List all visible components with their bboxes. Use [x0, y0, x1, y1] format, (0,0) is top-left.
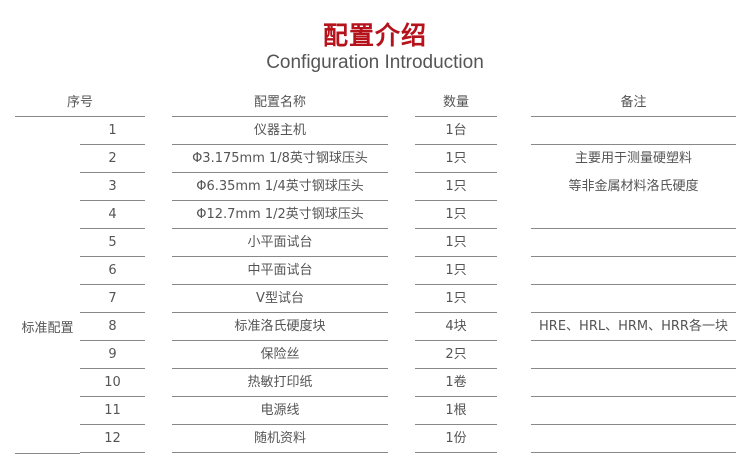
- row-name: 电源线: [172, 397, 388, 425]
- row-name: 仪器主机: [172, 117, 388, 145]
- merged-remark: 主要用于测量硬塑料 等非金属材料洛氏硬度: [531, 145, 736, 229]
- row-number: 1: [80, 117, 145, 145]
- row-name: 标准洛氏硬度块: [172, 313, 388, 341]
- row-remark: [531, 257, 736, 285]
- row-name: Φ6.35mm 1/4英寸钢球压头: [172, 173, 388, 201]
- header-qty: 数量: [415, 89, 497, 117]
- row-number: 10: [80, 369, 145, 397]
- row-number: 2: [80, 145, 145, 173]
- row-number: 8: [80, 313, 145, 341]
- row-number: 3: [80, 173, 145, 201]
- row-remark: [531, 229, 736, 257]
- row-qty: 1只: [415, 201, 497, 229]
- row-qty: 1只: [415, 229, 497, 257]
- row-number: 9: [80, 341, 145, 369]
- row-qty: 4块: [415, 313, 497, 341]
- page-title: 配置介绍: [322, 21, 427, 50]
- row-name: 热敏打印纸: [172, 369, 388, 397]
- row-name: 小平面试台: [172, 229, 388, 257]
- header-no: 序号: [15, 89, 145, 117]
- row-remark: [531, 341, 736, 369]
- row-qty: 1只: [415, 145, 497, 173]
- row-qty: 1根: [415, 397, 497, 425]
- row-name: V型试台: [172, 285, 388, 313]
- row-qty: 1台: [415, 117, 497, 145]
- page-subtitle: Configuration Introduction: [266, 52, 484, 73]
- row-name: Φ3.175mm 1/8英寸钢球压头: [172, 145, 388, 173]
- remark-line: 等非金属材料洛氏硬度: [568, 179, 699, 194]
- row-remark: [531, 425, 736, 453]
- row-qty: 1只: [415, 285, 497, 313]
- row-qty: 1卷: [415, 369, 497, 397]
- row-name: 中平面试台: [172, 257, 388, 285]
- row-qty: 2只: [415, 341, 497, 369]
- header-remark: 备注: [531, 89, 736, 117]
- row-number: 12: [80, 425, 145, 453]
- row-qty: 1份: [415, 425, 497, 453]
- row-remark: HRE、HRL、HRM、HRR各一块: [531, 313, 736, 341]
- row-number: 5: [80, 229, 145, 257]
- row-number: 7: [80, 285, 145, 313]
- row-remark: [531, 117, 736, 145]
- row-remark: [531, 369, 736, 397]
- row-remark: [531, 397, 736, 425]
- row-number: 4: [80, 201, 145, 229]
- row-name: 保险丝: [172, 341, 388, 369]
- header-name: 配置名称: [172, 89, 388, 117]
- remark-line: 主要用于测量硬塑料: [574, 151, 692, 166]
- row-qty: 1只: [415, 257, 497, 285]
- row-number: 11: [80, 397, 145, 425]
- group-label: 标准配置: [21, 321, 74, 336]
- group-bottom-line: [15, 453, 80, 454]
- row-name: 随机资料: [172, 425, 388, 453]
- row-remark: [531, 285, 736, 313]
- row-number: 6: [80, 257, 145, 285]
- row-qty: 1只: [415, 173, 497, 201]
- row-name: Φ12.7mm 1/2英寸钢球压头: [172, 201, 388, 229]
